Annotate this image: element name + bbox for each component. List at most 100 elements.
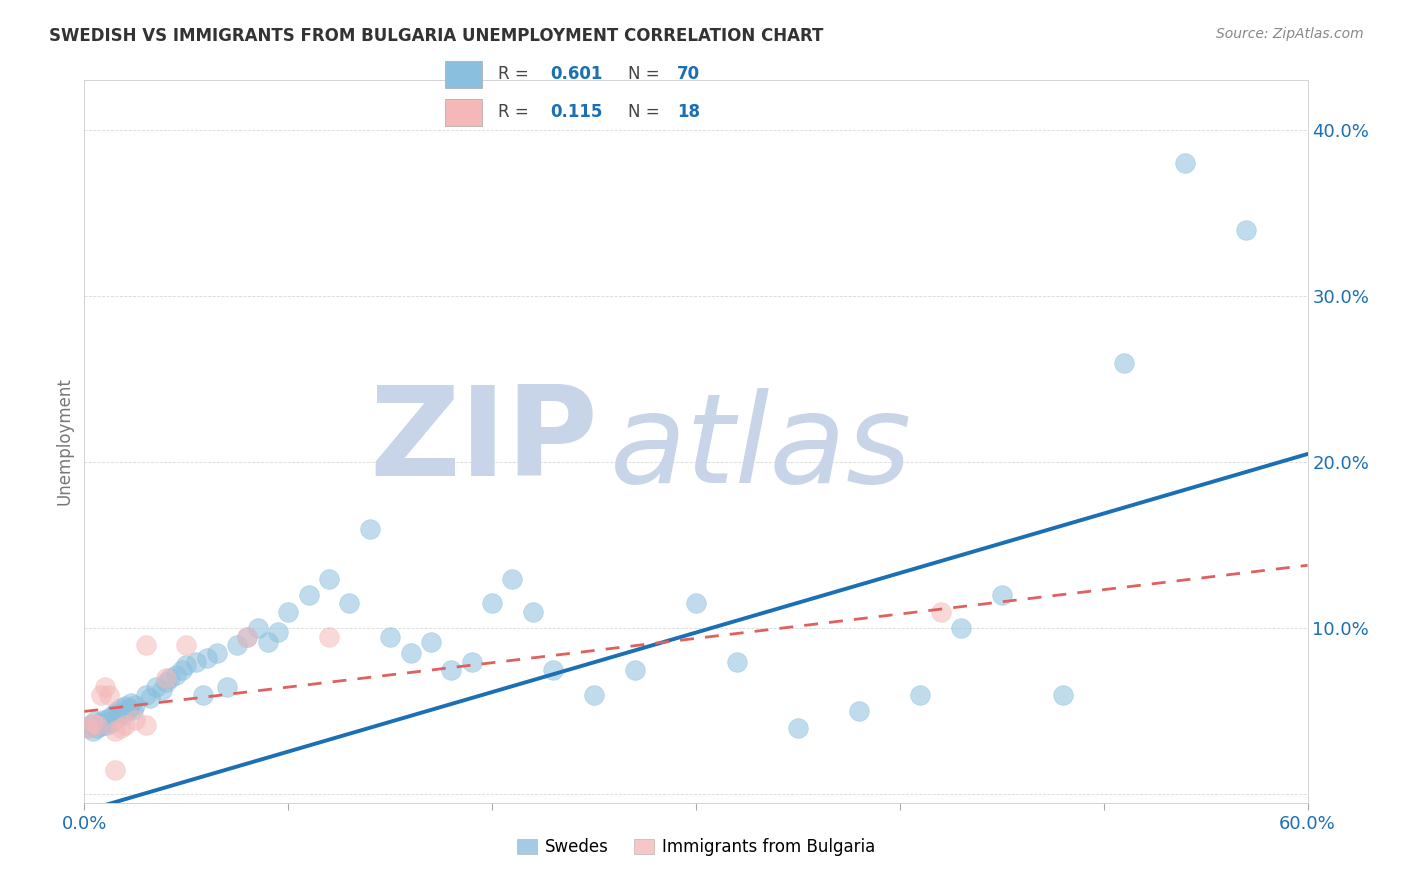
Point bbox=[105, 705, 128, 719]
Text: 18: 18 bbox=[678, 103, 700, 121]
Point bbox=[124, 698, 146, 712]
Point bbox=[159, 671, 181, 685]
Text: 70: 70 bbox=[678, 65, 700, 83]
Text: R =: R = bbox=[498, 103, 529, 121]
Point bbox=[440, 663, 463, 677]
Point bbox=[87, 716, 110, 731]
Point bbox=[93, 714, 115, 729]
Point bbox=[82, 716, 104, 731]
Point bbox=[110, 701, 132, 715]
Point bbox=[86, 717, 108, 731]
Point bbox=[104, 713, 127, 727]
Point bbox=[318, 630, 340, 644]
Text: Source: ZipAtlas.com: Source: ZipAtlas.com bbox=[1216, 27, 1364, 41]
Point bbox=[1114, 356, 1136, 370]
Text: N =: N = bbox=[627, 65, 659, 83]
Point bbox=[93, 680, 115, 694]
Point bbox=[277, 605, 299, 619]
Point bbox=[543, 663, 565, 677]
Point bbox=[90, 688, 112, 702]
Point bbox=[226, 638, 249, 652]
Point bbox=[114, 699, 136, 714]
Point bbox=[420, 634, 443, 648]
Point bbox=[502, 572, 524, 586]
Point bbox=[155, 671, 177, 685]
Point bbox=[236, 630, 259, 644]
Point bbox=[79, 717, 101, 731]
Point bbox=[82, 724, 104, 739]
Point bbox=[481, 597, 503, 611]
Text: ZIP: ZIP bbox=[370, 381, 598, 502]
Point bbox=[77, 721, 100, 735]
FancyBboxPatch shape bbox=[446, 99, 482, 126]
Point bbox=[991, 588, 1014, 602]
Point bbox=[359, 522, 381, 536]
Point bbox=[118, 701, 141, 715]
Point bbox=[104, 763, 127, 777]
Text: atlas: atlas bbox=[610, 388, 912, 509]
Text: 0.115: 0.115 bbox=[550, 103, 603, 121]
Point bbox=[191, 688, 214, 702]
Point bbox=[115, 705, 138, 719]
Point bbox=[267, 624, 290, 639]
Point bbox=[318, 572, 340, 586]
Point bbox=[135, 717, 157, 731]
Point bbox=[114, 717, 136, 731]
Point bbox=[522, 605, 544, 619]
Legend: Swedes, Immigrants from Bulgaria: Swedes, Immigrants from Bulgaria bbox=[510, 831, 882, 863]
Point bbox=[150, 682, 173, 697]
Point bbox=[461, 655, 484, 669]
Point bbox=[725, 655, 748, 669]
Point bbox=[108, 709, 131, 723]
Point bbox=[135, 638, 157, 652]
Point bbox=[77, 721, 100, 735]
Point bbox=[110, 721, 132, 735]
Point bbox=[97, 711, 120, 725]
Point bbox=[104, 724, 127, 739]
Point bbox=[685, 597, 707, 611]
Point bbox=[1174, 156, 1197, 170]
Point bbox=[145, 680, 167, 694]
Point bbox=[122, 703, 145, 717]
Point bbox=[101, 707, 124, 722]
Point bbox=[236, 630, 259, 644]
Point bbox=[83, 714, 105, 729]
Point bbox=[217, 680, 239, 694]
Point bbox=[97, 688, 120, 702]
Point bbox=[257, 634, 280, 648]
Point bbox=[135, 688, 157, 702]
Text: N =: N = bbox=[627, 103, 659, 121]
Point bbox=[124, 713, 146, 727]
Point bbox=[929, 605, 952, 619]
Point bbox=[120, 696, 142, 710]
FancyBboxPatch shape bbox=[446, 62, 482, 87]
Point bbox=[172, 663, 194, 677]
Text: 0.601: 0.601 bbox=[550, 65, 603, 83]
Point bbox=[1236, 223, 1258, 237]
Point bbox=[298, 588, 321, 602]
Point bbox=[583, 688, 606, 702]
Text: R =: R = bbox=[498, 65, 529, 83]
Point bbox=[950, 621, 973, 635]
Point bbox=[848, 705, 870, 719]
Point bbox=[165, 668, 187, 682]
Point bbox=[91, 713, 114, 727]
Point bbox=[96, 717, 118, 731]
Point bbox=[186, 655, 208, 669]
Point bbox=[90, 719, 112, 733]
Point bbox=[380, 630, 402, 644]
Point bbox=[174, 638, 197, 652]
Point bbox=[205, 646, 228, 660]
Point bbox=[399, 646, 422, 660]
Point bbox=[910, 688, 932, 702]
Point bbox=[787, 721, 810, 735]
Point bbox=[246, 621, 269, 635]
Point bbox=[155, 674, 177, 689]
Text: SWEDISH VS IMMIGRANTS FROM BULGARIA UNEMPLOYMENT CORRELATION CHART: SWEDISH VS IMMIGRANTS FROM BULGARIA UNEM… bbox=[49, 27, 824, 45]
Point bbox=[624, 663, 647, 677]
Point bbox=[112, 707, 135, 722]
Point bbox=[339, 597, 361, 611]
Point bbox=[195, 651, 218, 665]
Point bbox=[174, 657, 197, 672]
Y-axis label: Unemployment: Unemployment bbox=[55, 377, 73, 506]
